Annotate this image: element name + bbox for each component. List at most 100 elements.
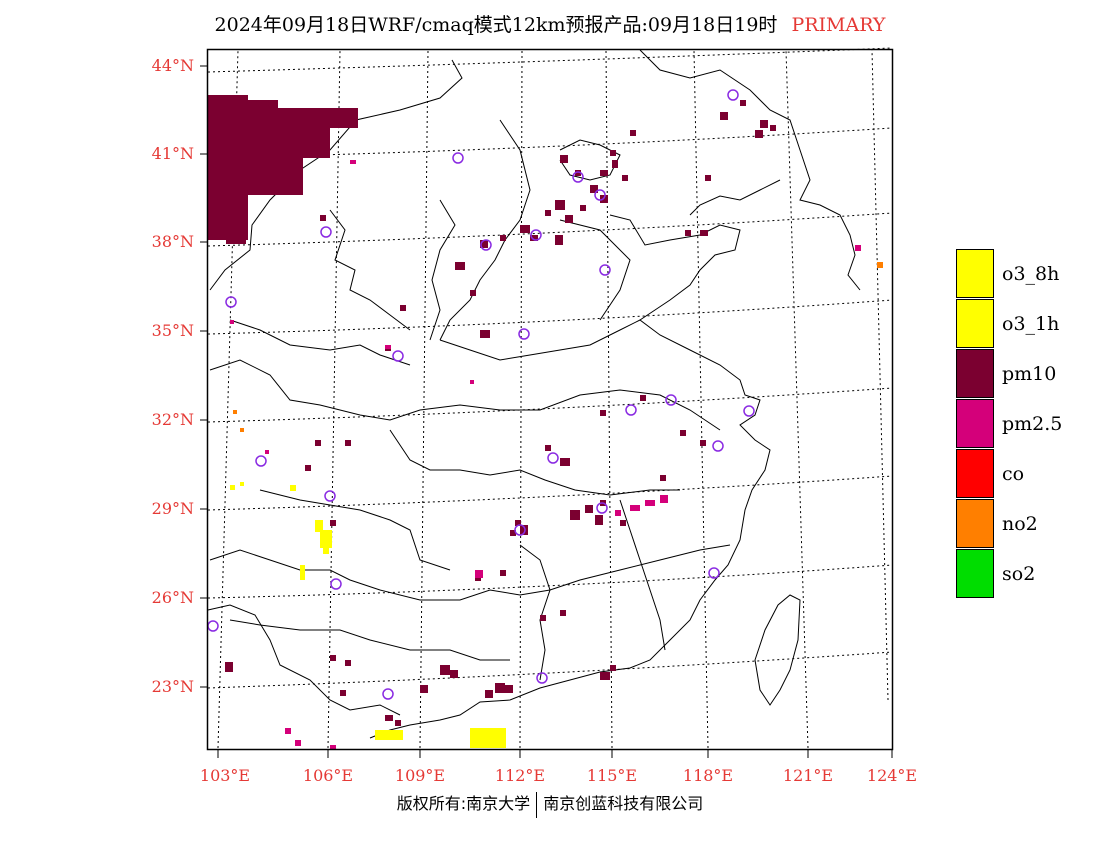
legend-swatch xyxy=(956,549,994,598)
pollutant-cell xyxy=(645,500,655,506)
legend-swatch xyxy=(956,299,994,348)
station-marker xyxy=(324,490,336,502)
lon-label-106: 106°E xyxy=(302,766,354,785)
station-marker xyxy=(599,264,611,276)
pollutant-cell xyxy=(350,160,356,164)
pollutant-cell xyxy=(248,100,278,195)
pollutant-cell xyxy=(560,610,566,616)
pollutant-cell xyxy=(595,515,603,525)
axis-ticks xyxy=(200,65,893,758)
pollutant-cell xyxy=(755,130,763,138)
station-marker xyxy=(708,567,720,579)
station-marker xyxy=(530,229,542,241)
pollutant-cell xyxy=(330,520,336,526)
copyright-right: 南京创蓝科技有限公司 xyxy=(543,794,704,813)
lon-label-118: 118°E xyxy=(682,766,734,785)
pollutant-cell xyxy=(610,665,616,671)
pollutant-cell xyxy=(520,225,530,233)
pollutant-cell xyxy=(400,305,406,311)
pollutant-cell xyxy=(520,525,528,535)
monitoring-stations xyxy=(207,89,755,700)
station-marker xyxy=(514,524,526,536)
station-marker xyxy=(225,296,237,308)
pollutant-cell xyxy=(530,235,538,241)
pollutant-cell xyxy=(660,475,666,481)
station-marker xyxy=(572,171,584,183)
pollutant-cell xyxy=(315,520,323,532)
pollutant-cell xyxy=(208,215,248,240)
pollutant-cell xyxy=(540,615,546,621)
pollutant-cell xyxy=(290,485,296,491)
pollutant-cell xyxy=(300,128,330,158)
pollutant-cell xyxy=(330,745,336,749)
pollutant-cell xyxy=(600,672,610,680)
legend-swatch xyxy=(956,399,994,448)
legend-item-no2: no2 xyxy=(956,499,1076,549)
pollutant-cell xyxy=(660,495,668,503)
pollutant-cell xyxy=(385,715,393,721)
pollutant-cell xyxy=(622,175,628,181)
pollutant-cell xyxy=(470,290,476,296)
pollutant-cell xyxy=(278,170,303,195)
lat-label-44: 44°N xyxy=(151,56,194,75)
pollutant-cell xyxy=(620,520,626,526)
pollutant-cell xyxy=(450,670,458,678)
pollutant-cell xyxy=(208,95,248,215)
pollutant-cell xyxy=(630,505,640,511)
pollutant-cell xyxy=(510,530,516,536)
station-marker xyxy=(665,394,677,406)
station-marker xyxy=(382,688,394,700)
pollutant-cell xyxy=(640,395,646,401)
title-primary-tag: PRIMARY xyxy=(791,14,886,36)
pollutant-cell xyxy=(240,482,244,486)
pollutant-cell xyxy=(300,565,305,580)
pollutant-pixels xyxy=(208,95,883,749)
lat-label-32: 32°N xyxy=(151,410,194,429)
pollutant-cell xyxy=(300,108,358,128)
pollutant-cell xyxy=(560,458,570,466)
pollutant-cell xyxy=(505,685,513,693)
pollutant-cell xyxy=(700,230,708,236)
pollutant-cell xyxy=(612,160,618,168)
lon-label-124: 124°E xyxy=(866,766,918,785)
pollutant-cell xyxy=(320,215,326,221)
pollutant-cell xyxy=(770,125,776,131)
pollutant-cell xyxy=(305,465,311,471)
legend-label: so2 xyxy=(1002,563,1036,585)
pollutant-cell xyxy=(345,660,351,666)
pollutant-cell xyxy=(385,345,391,349)
lat-label-26: 26°N xyxy=(151,588,194,607)
pollutant-cell xyxy=(240,428,244,432)
station-marker xyxy=(207,620,219,632)
pollutant-cell xyxy=(323,548,329,554)
pollutant-cell xyxy=(720,112,728,120)
pollutant-cell xyxy=(480,330,490,338)
station-marker xyxy=(594,189,606,201)
pollutant-cell xyxy=(555,200,565,210)
lon-label-109: 109°E xyxy=(394,766,446,785)
pollutant-cell xyxy=(265,450,269,454)
pollutant-cell xyxy=(500,570,506,576)
pollutant-cell xyxy=(295,740,301,746)
station-marker xyxy=(255,455,267,467)
pollutant-cell xyxy=(610,150,616,156)
pollutant-cell xyxy=(877,262,883,268)
pollutant-cell xyxy=(345,440,351,446)
pollutant-cell xyxy=(585,505,593,513)
lon-label-115: 115°E xyxy=(586,766,638,785)
pollutant-cell xyxy=(375,730,403,740)
legend-swatch xyxy=(956,349,994,398)
pollutant-cell xyxy=(235,225,241,231)
legend-label: co xyxy=(1002,463,1025,485)
pollutant-cell xyxy=(226,240,246,244)
pollutant-cell xyxy=(630,130,636,136)
map-frame xyxy=(206,48,894,751)
pollutant-cell xyxy=(485,690,493,698)
lon-label-103: 103°E xyxy=(199,766,251,785)
lat-label-29: 29°N xyxy=(151,499,194,518)
lon-label-112: 112°E xyxy=(494,766,546,785)
legend-item-o3-1h: o3_1h xyxy=(956,299,1076,349)
station-marker xyxy=(727,89,739,101)
pollutant-cell xyxy=(315,440,321,446)
